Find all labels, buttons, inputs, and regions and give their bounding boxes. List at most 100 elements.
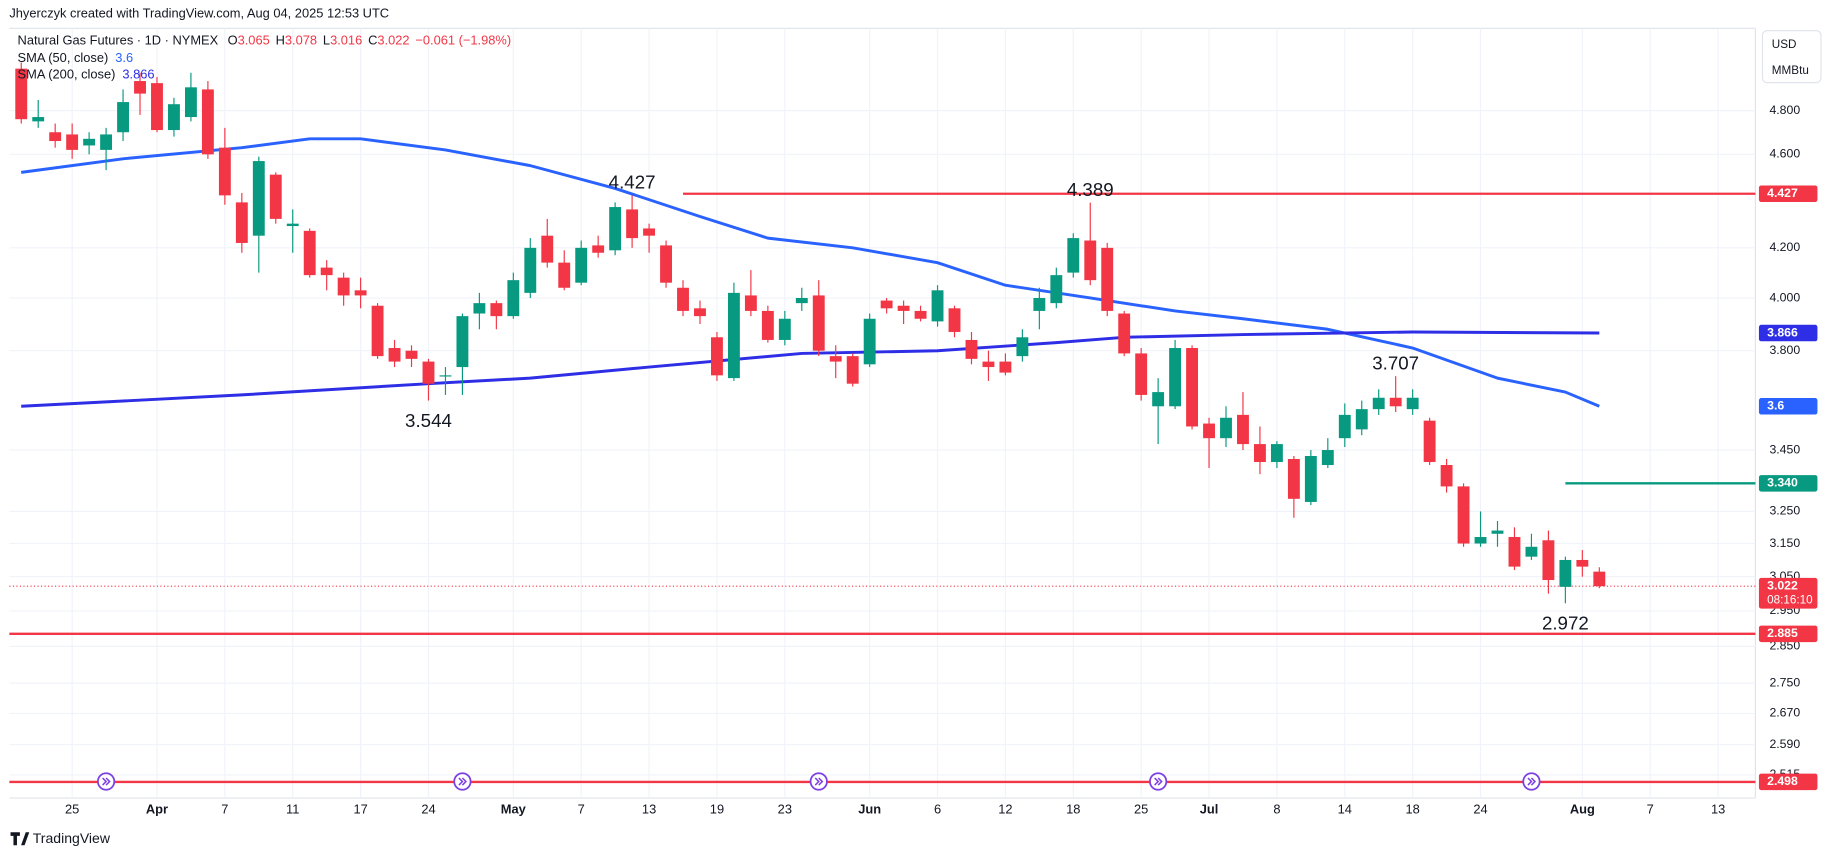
- price-label: 3.022: [1767, 578, 1798, 592]
- candle-body: [422, 361, 435, 384]
- event-arrow: [814, 777, 824, 786]
- candle-body: [117, 102, 129, 133]
- candle-body: [1491, 530, 1504, 534]
- candle-body: [880, 300, 893, 309]
- price-label-bg: [1758, 324, 1818, 342]
- y-tick-label: 2.590: [1769, 737, 1800, 751]
- candle-body: [507, 280, 520, 317]
- candle-body: [778, 318, 791, 340]
- candle-body: [1440, 465, 1453, 487]
- event-arrow: [1154, 777, 1163, 786]
- x-tick-label: 12: [998, 801, 1012, 816]
- candle-body: [812, 295, 825, 351]
- event-marker: [1149, 772, 1168, 791]
- plot: [9, 62, 1756, 784]
- credit: Jhyerczyk created with TradingView.com, …: [9, 6, 389, 21]
- candle-body: [524, 247, 537, 293]
- candle-body: [677, 287, 689, 311]
- candle-body: [846, 356, 859, 384]
- candle-body: [914, 310, 927, 319]
- x-tick-label: May: [501, 801, 527, 816]
- ohlc-value: 3.078: [285, 33, 317, 48]
- candle-body: [354, 290, 367, 296]
- candle-body: [829, 356, 842, 362]
- candle-body: [1084, 240, 1097, 281]
- candle-body: [999, 361, 1012, 373]
- y-tick-label: 3.450: [1769, 442, 1800, 456]
- brand-icon: [10, 832, 30, 846]
- ohlc-key: C: [368, 33, 377, 48]
- candle-body: [1270, 444, 1283, 463]
- x-tick-label: 18: [1406, 801, 1420, 816]
- candle-body: [965, 339, 978, 359]
- price-label-bg: [1758, 185, 1818, 203]
- candle-body: [388, 348, 401, 362]
- candle-body: [1254, 444, 1266, 463]
- ohlc-value: 3.065: [238, 33, 270, 48]
- candle-body: [1033, 297, 1046, 311]
- grid: 4.800 4.600 4.200 4.000 3.800 3.450 3.250 3.150…: [9, 28, 1800, 816]
- price-label-bg: [1758, 475, 1818, 492]
- candle-body: [1559, 559, 1572, 587]
- price-label: 2.885: [1767, 626, 1798, 640]
- y-tick-label: 4.000: [1769, 290, 1800, 304]
- candle-body: [1457, 486, 1470, 544]
- y-tick-label: 4.800: [1769, 103, 1800, 117]
- x-tick-label: 13: [642, 801, 656, 816]
- candle-body: [1304, 455, 1317, 502]
- ohlc-key: H: [276, 33, 285, 48]
- candle-body: [1101, 247, 1114, 311]
- event-marker: [453, 772, 472, 791]
- series-name: SMA (200, close): [18, 67, 116, 82]
- x-tick-label: 25: [65, 801, 79, 816]
- legend-line: SMA (50, close) 3.6: [18, 50, 134, 65]
- candle-body: [931, 290, 944, 322]
- candle-body: [660, 245, 672, 283]
- candle-body: [982, 361, 995, 368]
- candle-body: [1186, 348, 1199, 427]
- overlay: 4.427 4.389 3.544 3.707 2.972 4.427 3.340 2.885…: [18, 33, 1818, 791]
- x-tick-label: 24: [421, 801, 435, 816]
- candle-body: [897, 305, 910, 311]
- candle-body: [1118, 313, 1131, 354]
- candle-body: [490, 303, 503, 317]
- price-label: 3.866: [1767, 325, 1798, 339]
- candle-body: [1169, 348, 1182, 407]
- candle-body: [1474, 537, 1487, 544]
- candle-body: [1423, 420, 1436, 463]
- price-label: 3.340: [1767, 476, 1798, 490]
- candle-body: [575, 247, 588, 283]
- candle-body: [286, 223, 299, 227]
- candle-body: [66, 134, 79, 150]
- x-tick-label: 7: [221, 801, 228, 816]
- y-tick-label: 2.750: [1769, 675, 1800, 689]
- event-marker: [1522, 772, 1541, 791]
- candle-body: [795, 297, 808, 304]
- candle-body: [1152, 392, 1165, 407]
- candle-body: [1016, 337, 1029, 357]
- candle-body: [711, 337, 723, 376]
- y-tick-label: 3.800: [1769, 343, 1800, 357]
- price-label-bg: [1758, 773, 1818, 791]
- price-label: 2.498: [1767, 774, 1798, 788]
- candle-body: [371, 305, 384, 357]
- annotation: 3.707: [1372, 352, 1419, 373]
- x-tick-label: Jun: [858, 801, 881, 816]
- candle-body: [151, 83, 163, 131]
- event-marker: [809, 772, 828, 791]
- legend-line: SMA (200, close) 3.866: [18, 67, 155, 82]
- candle-body: [83, 138, 96, 146]
- price-label: 3.6: [1767, 399, 1784, 413]
- candle-body: [235, 202, 248, 243]
- candle-body: [1389, 397, 1402, 407]
- candle-body: [1287, 458, 1300, 499]
- annotation: 2.972: [1542, 612, 1589, 633]
- candle-body: [1237, 414, 1249, 445]
- candle-body: [15, 68, 28, 120]
- candle-body: [694, 308, 706, 317]
- candle-body: [201, 89, 214, 155]
- sma-line: [20, 137, 1600, 408]
